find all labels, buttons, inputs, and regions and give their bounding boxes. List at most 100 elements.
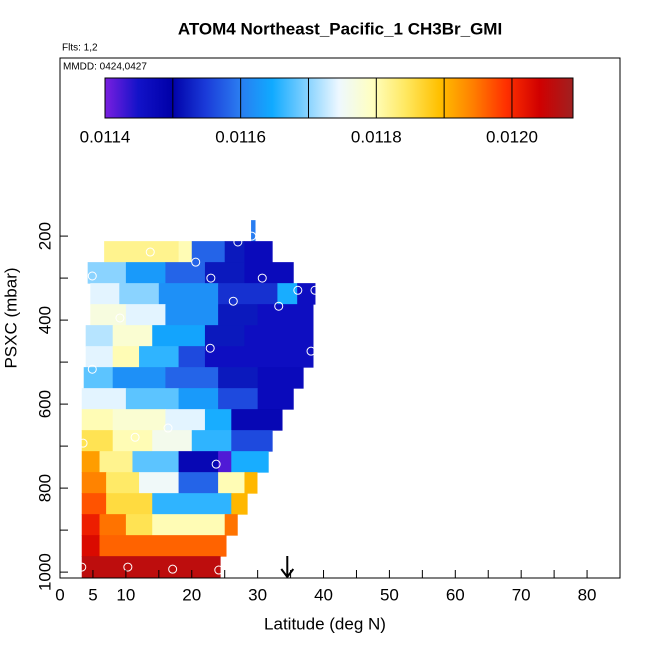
cell (277, 283, 298, 305)
cell (152, 430, 193, 452)
cell (204, 346, 314, 368)
observation-point (214, 565, 224, 575)
y-tick-label: 200 (35, 222, 54, 250)
cell (165, 262, 206, 284)
cell (191, 241, 226, 263)
cell (231, 430, 273, 452)
x-tick-label: 30 (248, 585, 267, 604)
cell (257, 367, 304, 389)
cell (112, 346, 140, 368)
x-tick-label: 10 (116, 585, 135, 604)
y-tick-label: 1000 (35, 553, 54, 591)
x-tick-label: 5 (88, 585, 97, 604)
cell (218, 283, 278, 305)
cell (158, 283, 219, 305)
cell (85, 346, 114, 368)
x-tick-label: 0 (55, 585, 64, 604)
cell (244, 325, 314, 347)
x-tick-label: 70 (512, 585, 531, 604)
y-axis-label: PSXC (mbar) (1, 267, 20, 368)
x-tick-label: 80 (578, 585, 597, 604)
cell (112, 367, 166, 389)
flights-note: Flts: 1,2 (62, 43, 98, 54)
cell (83, 367, 114, 389)
plot-frame (59, 57, 621, 579)
cell (244, 472, 258, 494)
observation-point (145, 247, 155, 257)
cell (90, 304, 127, 326)
cell (104, 241, 180, 263)
observation-point (206, 273, 216, 283)
cell (231, 451, 269, 473)
observation-point (163, 423, 173, 433)
colorbar-tick-label: 0.0120 (486, 127, 538, 146)
cell (218, 472, 245, 494)
latitude-marker (280, 556, 295, 579)
cell (224, 241, 245, 263)
observation-point (306, 346, 316, 356)
observation-point (87, 364, 97, 374)
observation-point (205, 343, 215, 353)
cell (106, 472, 140, 494)
cell (81, 451, 101, 473)
cell (139, 472, 180, 494)
cell (218, 367, 259, 389)
colorbar-tick-label: 0.0118 (351, 127, 402, 146)
cell (204, 325, 245, 347)
cell (178, 472, 219, 494)
cell (244, 241, 273, 263)
cell (204, 262, 245, 284)
observation-point (293, 285, 303, 295)
colorbar-tick-label: 0.0114 (80, 127, 131, 146)
cell (87, 262, 127, 284)
cell (204, 409, 232, 431)
cell (178, 451, 219, 473)
cell (125, 304, 166, 326)
y-tick-label: 800 (35, 474, 54, 502)
cell (244, 262, 294, 284)
colorbar (104, 77, 574, 119)
chart-title: ATOM4 Northeast_Pacific_1 CH3Br_GMI (178, 19, 502, 38)
x-tick-label: 20 (182, 585, 201, 604)
y-tick-label: 400 (35, 306, 54, 334)
y-tick-label: 600 (35, 390, 54, 418)
cell (125, 514, 153, 536)
cell (112, 325, 153, 347)
cell (99, 451, 133, 473)
cell (165, 409, 206, 431)
observation-point (168, 564, 178, 574)
cell (231, 493, 248, 515)
cell (125, 262, 166, 284)
observation-point (247, 231, 257, 241)
observation-point (211, 459, 221, 469)
cell (99, 514, 127, 536)
cell (81, 430, 114, 452)
cell (218, 304, 259, 326)
cell (191, 430, 232, 452)
cell (85, 325, 114, 347)
cell (224, 514, 238, 536)
observation-point (123, 562, 133, 572)
observation-point (233, 237, 243, 247)
cell (132, 451, 180, 473)
x-tick-label: 50 (380, 585, 399, 604)
dates-note: MMDD: 0424,0427 (63, 62, 147, 73)
observation-point (77, 562, 87, 572)
observation-point (310, 285, 320, 295)
cell (125, 388, 180, 410)
x-axis-label: Latitude (deg N) (264, 614, 386, 633)
observation-point (257, 273, 267, 283)
cell (251, 220, 256, 242)
cell (119, 283, 160, 305)
cell (81, 388, 127, 410)
cell (112, 409, 166, 431)
cell (81, 556, 221, 579)
observation-point (228, 296, 238, 306)
observation-point (130, 432, 140, 442)
cell (231, 409, 283, 431)
cell (178, 346, 206, 368)
cell (90, 283, 120, 305)
cell (152, 325, 206, 347)
cell (257, 304, 314, 326)
cell (81, 493, 107, 515)
